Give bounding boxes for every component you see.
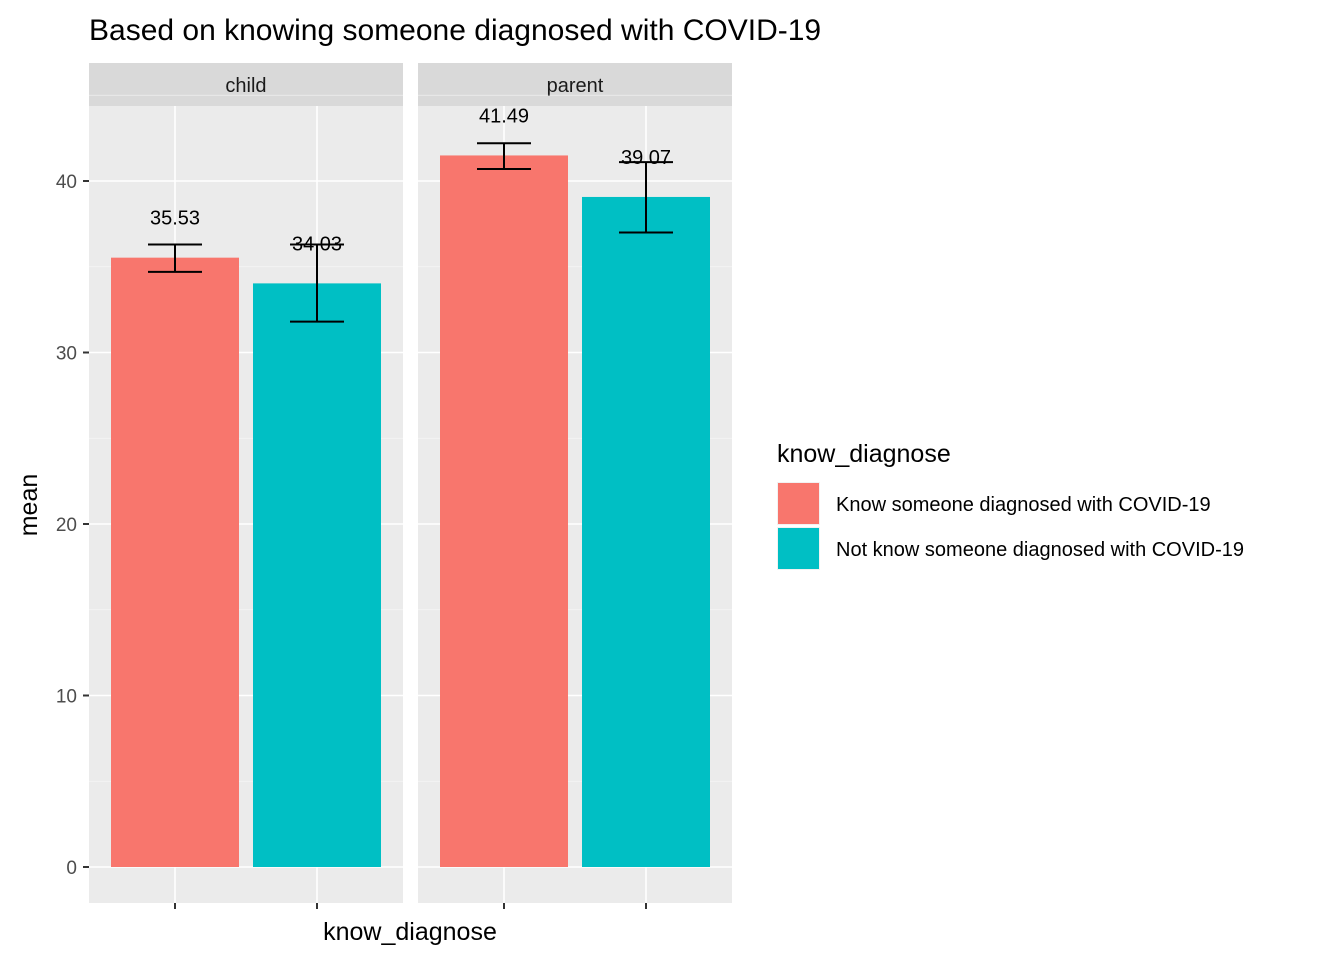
y-axis: 0 10 20 30 40: [56, 172, 89, 879]
data-label: 34.03: [292, 233, 342, 255]
y-tick-label: 30: [56, 344, 77, 365]
legend-item-label: Know someone diagnosed with COVID-19: [836, 494, 1211, 516]
chart-title: Based on knowing someone diagnosed with …: [89, 14, 821, 47]
y-tick-label: 40: [56, 172, 77, 193]
data-label: 41.49: [479, 105, 529, 127]
legend-key-swatch: [778, 528, 819, 569]
facet-panel-child: child 35.53 34.03: [89, 63, 403, 909]
y-axis-title: mean: [15, 474, 43, 537]
y-tick-label: 0: [66, 858, 77, 879]
legend-title: know_diagnose: [777, 440, 951, 468]
facet-strip-label: child: [225, 75, 266, 97]
bar-child-2: [253, 283, 381, 867]
y-tick-label: 10: [56, 687, 77, 708]
y-tick-label: 20: [56, 515, 77, 536]
data-label: 39.07: [621, 147, 671, 169]
x-axis-title: know_diagnose: [323, 918, 497, 946]
legend-item-label: Not know someone diagnosed with COVID-19: [836, 539, 1244, 561]
bar-child-1: [111, 258, 239, 867]
data-label: 35.53: [150, 208, 200, 230]
legend: know_diagnose Know someone diagnosed wit…: [777, 440, 1244, 570]
facet-panels: child 35.53 34.03 parent 41.49 39.07 0 10 20 30 40: [56, 63, 732, 909]
bar-parent-1: [440, 155, 568, 867]
bar-parent-2: [582, 197, 710, 867]
facet-strip-label: parent: [547, 75, 604, 97]
facet-panel-parent: parent 41.49 39.07: [418, 63, 732, 909]
legend-key-swatch: [778, 483, 819, 524]
